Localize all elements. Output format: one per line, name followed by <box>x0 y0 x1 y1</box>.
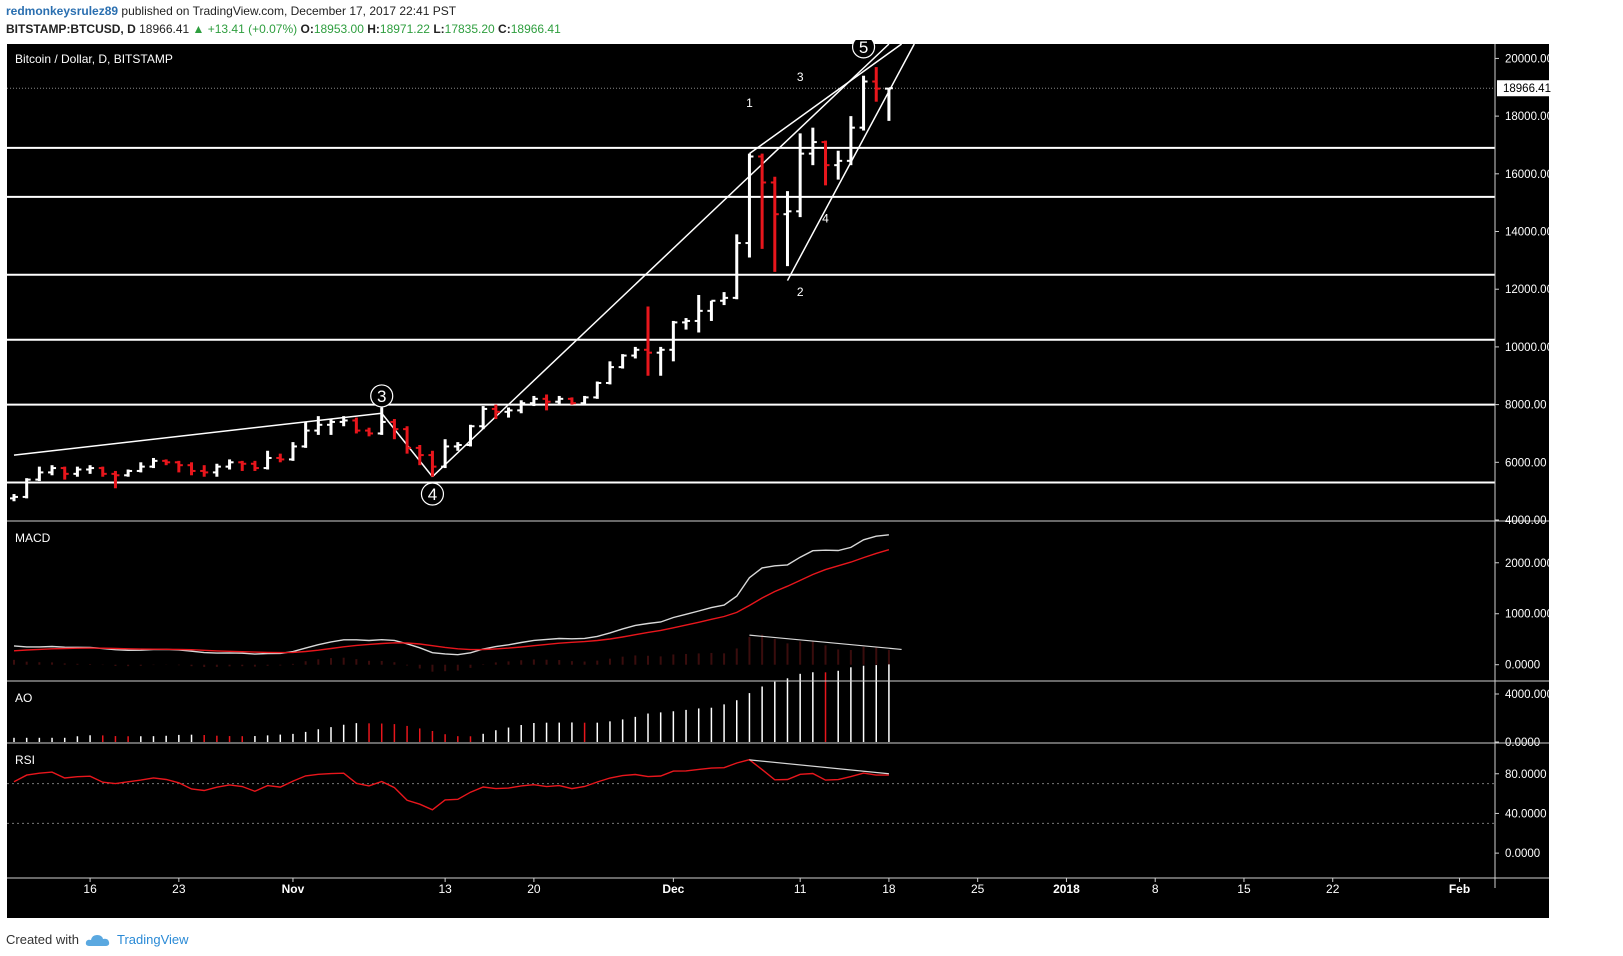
publish-info: redmonkeysrulez89 published on TradingVi… <box>6 4 456 18</box>
price-axis-label: 6000.00 <box>1505 457 1547 469</box>
price-axis-label: 4000.00 <box>1505 515 1547 527</box>
x-axis-label: Dec <box>662 882 684 896</box>
high-value: 18971.22 <box>379 22 430 36</box>
x-axis-label: 25 <box>971 882 985 896</box>
price-axis-label: 20000.00 <box>1505 53 1553 65</box>
rsi-axis-label: 40.0000 <box>1505 808 1547 820</box>
x-axis-label: 2018 <box>1053 882 1080 896</box>
x-axis-label: 18 <box>882 882 896 896</box>
price-axis-label: 18000.00 <box>1505 111 1553 123</box>
macd-axis-label: 2000.0000 <box>1505 558 1559 570</box>
low-value: 17835.20 <box>444 22 495 36</box>
x-axis-label: 11 <box>794 882 807 896</box>
tradingview-link[interactable]: TradingView <box>116 932 189 947</box>
wave-label: 1 <box>746 96 753 110</box>
rsi-axis-label: 0.0000 <box>1505 848 1540 860</box>
chart-title: Bitcoin / Dollar, D, BITSTAMP <box>15 52 173 66</box>
price-axis-label: 16000.00 <box>1505 169 1553 181</box>
close-value: 18966.41 <box>510 22 561 36</box>
open-value: 18953.00 <box>313 22 364 36</box>
x-axis-label: 20 <box>527 882 541 896</box>
high-label: H: <box>367 22 380 36</box>
open-label: O: <box>300 22 314 36</box>
rsi-axis-label: 80.0000 <box>1505 769 1547 781</box>
trendline <box>431 43 890 478</box>
macd-axis-label: 0.0000 <box>1505 660 1540 672</box>
wave-label: 3 <box>797 70 804 84</box>
trendline <box>749 43 903 155</box>
wave-label-circle <box>420 482 445 506</box>
footer: Created with TradingView <box>6 932 189 947</box>
published-text: published on TradingView.com, December 1… <box>121 4 457 18</box>
rsi-line <box>13 758 889 811</box>
wave-label: 2 <box>797 285 804 299</box>
wave-label: 5 <box>859 40 868 57</box>
wave-label: 4 <box>428 485 437 504</box>
chart-background <box>7 44 1549 918</box>
x-axis-label: Feb <box>1449 882 1470 896</box>
created-with-text: Created with <box>6 932 79 947</box>
last-price: 18966.41 <box>139 22 190 36</box>
x-axis-label: 13 <box>438 882 452 896</box>
x-axis-label: Nov <box>282 882 305 896</box>
price-change: ▲ +13.41 (+0.07%) <box>192 22 298 36</box>
low-label: L: <box>433 22 445 36</box>
macd-divergence-line <box>749 634 902 651</box>
symbol-name: BITSTAMP:BTCUSD, D <box>6 22 136 36</box>
cloud-icon <box>85 934 110 946</box>
close-label: C: <box>498 22 511 36</box>
macd-signal-line <box>13 549 890 654</box>
last-price-tag-label: 18966.41 <box>1503 83 1551 95</box>
wave-label-circle <box>851 40 876 59</box>
macd-label: MACD <box>15 531 51 545</box>
trendline <box>13 412 382 456</box>
price-axis-label: 8000.00 <box>1505 400 1547 412</box>
last-price-tag <box>1497 80 1555 97</box>
ao-axis-label: 4000.0000 <box>1505 689 1559 701</box>
price-axis-label: 12000.00 <box>1505 284 1553 296</box>
ao-label: AO <box>15 691 32 705</box>
price-axis-label: 10000.00 <box>1505 342 1553 354</box>
rsi-divergence-line <box>749 759 889 775</box>
rsi-label: RSI <box>15 753 35 767</box>
x-axis-label: 22 <box>1326 882 1340 896</box>
x-axis-label: 15 <box>1237 882 1251 896</box>
x-axis-label: 23 <box>172 882 186 896</box>
price-axis-label: 14000.00 <box>1505 227 1553 239</box>
publisher-username[interactable]: redmonkeysrulez89 <box>6 4 119 18</box>
wave-label-circle <box>370 384 394 408</box>
macd-axis-label: 1000.0000 <box>1505 609 1559 621</box>
x-axis-label: 8 <box>1152 882 1159 896</box>
x-axis-label: 16 <box>83 882 97 896</box>
wave-label: 3 <box>377 387 386 406</box>
symbol-ohlc-bar: BITSTAMP:BTCUSD, D 18966.41 ▲ +13.41 (+0… <box>6 22 561 36</box>
wave-label: 4 <box>822 212 829 226</box>
